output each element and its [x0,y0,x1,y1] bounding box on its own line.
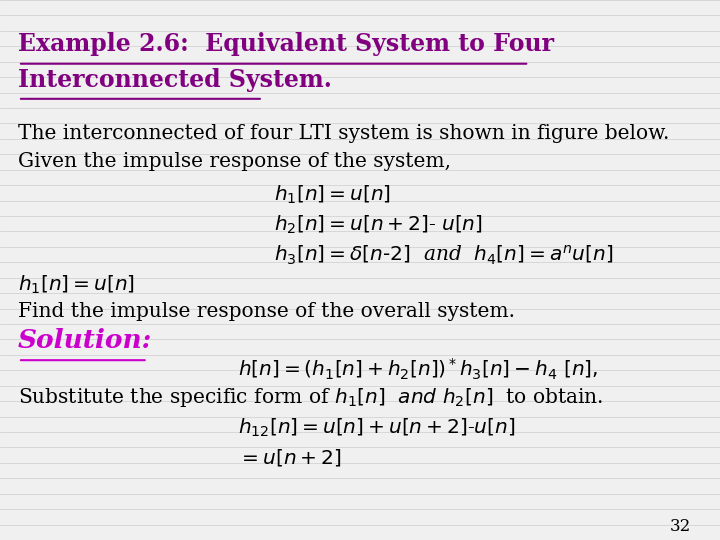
Text: Interconnected System.: Interconnected System. [18,68,332,91]
Text: The interconnected of four LTI system is shown in figure below.: The interconnected of four LTI system is… [18,124,670,143]
Text: $h[n]=(h_1[n]+h_2[n])^*h_3[n]-h_4\ [n],$: $h[n]=(h_1[n]+h_2[n])^*h_3[n]-h_4\ [n],$ [238,356,598,382]
Text: Solution:: Solution: [18,328,153,353]
Text: Example 2.6:  Equivalent System to Four: Example 2.6: Equivalent System to Four [18,32,554,56]
Text: $=u[n+2]$: $=u[n+2]$ [238,447,341,468]
Text: $h_1[n]=u[n]$: $h_1[n]=u[n]$ [18,274,135,296]
Text: $h_1[n]=u[n]$: $h_1[n]=u[n]$ [274,184,390,206]
Text: Substitute the specific form of $h_1[n]$  $\mathit{and}\ h_2[n]$  to obtain.: Substitute the specific form of $h_1[n]$… [18,386,603,409]
Text: Given the impulse response of the system,: Given the impulse response of the system… [18,152,451,171]
Text: 32: 32 [670,518,691,535]
Text: Find the impulse response of the overall system.: Find the impulse response of the overall… [18,302,515,321]
Text: $h_3[n]=\delta[n\text{-}2]$  and  $h_4[n]=a^nu[n]$: $h_3[n]=\delta[n\text{-}2]$ and $h_4[n]=… [274,244,613,267]
Text: $h_2[n]=u[n+2]$- $u[n]$: $h_2[n]=u[n+2]$- $u[n]$ [274,213,482,235]
Text: $h_{12}[n]=u[n]+u[n+2]$-$u[n]$: $h_{12}[n]=u[n]+u[n+2]$-$u[n]$ [238,417,515,439]
